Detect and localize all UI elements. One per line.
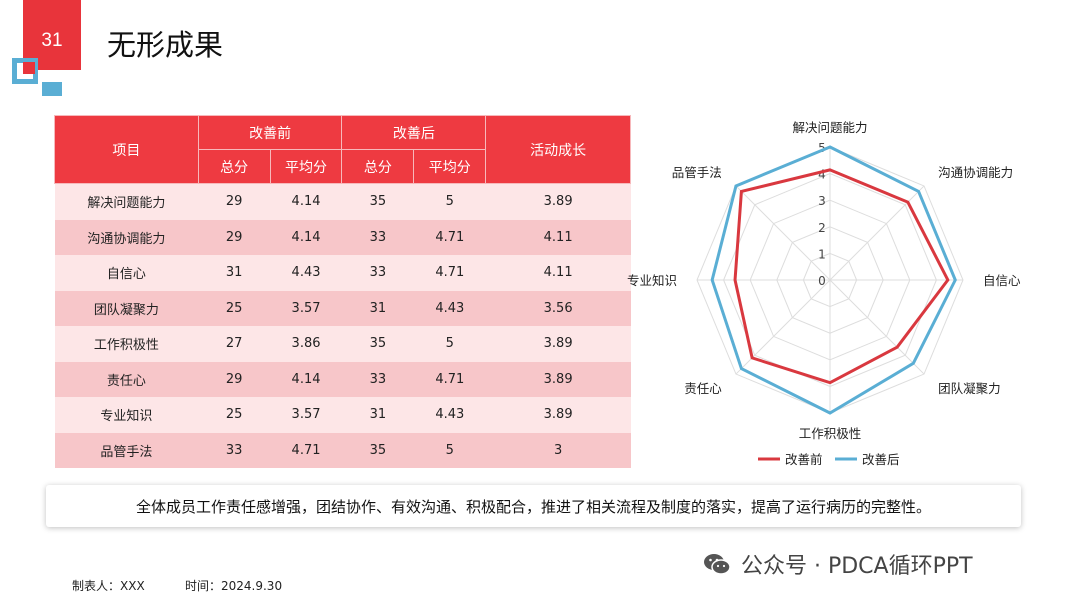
category-label: 沟通协调能力	[938, 165, 1013, 180]
table-row: 专业知识 25 3.57 31 4.43 3.89	[54, 397, 631, 433]
tick-label: 0	[818, 274, 826, 288]
header-growth: 活动成长	[485, 115, 631, 184]
cell-growth: 4.11	[485, 255, 631, 291]
cell-after-avg: 4.71	[413, 255, 486, 291]
watermark-text: 公众号 · PDCA循环PPT	[741, 554, 973, 579]
summary-text: 全体成员工作责任感增强，团结协作、有效沟通、积极配合，推进了相关流程及制度的落实…	[135, 497, 931, 516]
cell-after-avg: 4.43	[413, 290, 486, 326]
header-before: 改善前	[197, 115, 343, 150]
table-row: 工作积极性 27 3.86 35 5 3.89	[54, 326, 631, 362]
cell-after-avg: 5	[413, 183, 486, 220]
legend-label: 改善前	[785, 452, 823, 467]
cell-after-total: 33	[341, 255, 414, 291]
decor-square-blue	[42, 82, 62, 96]
table-row: 沟通协调能力 29 4.14 33 4.71 4.11	[54, 219, 631, 255]
category-label: 自信心	[983, 273, 1021, 288]
cell-before-avg: 3.57	[270, 290, 342, 326]
slide-number: 31	[41, 30, 63, 51]
tick-label: 4	[818, 168, 826, 182]
cell-before-avg: 4.14	[270, 183, 342, 220]
header-after-avg: 平均分	[413, 149, 487, 184]
cell-after-total: 33	[341, 361, 414, 397]
cell-item: 解决问题能力	[54, 183, 199, 220]
category-label: 品管手法	[672, 165, 722, 180]
cell-item: 专业知识	[54, 397, 199, 433]
header-before-total: 总分	[197, 149, 271, 184]
category-label: 工作积极性	[799, 426, 862, 441]
header-item: 项目	[54, 115, 199, 184]
cell-after-avg: 5	[413, 432, 486, 468]
table-row: 团队凝聚力 25 3.57 31 4.43 3.56	[54, 290, 631, 326]
cell-after-avg: 4.71	[413, 361, 486, 397]
decor-square-red	[23, 62, 35, 74]
grid-spoke	[735, 185, 831, 281]
cell-growth: 3.89	[485, 361, 631, 397]
cell-growth: 3.89	[485, 397, 631, 433]
cell-before-avg: 4.71	[270, 432, 342, 468]
cell-growth: 3.89	[485, 326, 631, 362]
tick-label: 2	[818, 221, 826, 235]
table-row: 自信心 31 4.43 33 4.71 4.11	[54, 255, 631, 291]
cell-before-total: 25	[198, 397, 271, 433]
cell-before-avg: 4.43	[270, 255, 342, 291]
cell-item: 沟通协调能力	[54, 219, 199, 255]
table-row: 解决问题能力 29 4.14 35 5 3.89	[54, 183, 631, 220]
cell-after-avg: 5	[413, 326, 486, 362]
cell-after-total: 33	[341, 219, 414, 255]
cell-before-avg: 4.14	[270, 361, 342, 397]
cell-after-total: 35	[341, 432, 414, 468]
series-line	[710, 145, 957, 415]
wechat-icon	[704, 554, 731, 575]
cell-before-total: 29	[198, 219, 271, 255]
cell-before-avg: 4.14	[270, 219, 342, 255]
category-label: 团队凝聚力	[938, 381, 1001, 396]
cell-after-total: 31	[341, 397, 414, 433]
table-row: 品管手法 33 4.71 35 5 3	[54, 432, 631, 468]
header-before-avg: 平均分	[269, 149, 343, 184]
tick-label: 1	[818, 247, 826, 261]
cell-before-total: 33	[198, 432, 271, 468]
cell-before-total: 29	[198, 361, 271, 397]
grid-spoke	[829, 279, 925, 375]
results-table: 项目 改善前 改善后 活动成长 总分 平均分 总分 平均分 解决问题能力 29 …	[54, 115, 631, 468]
header-after: 改善后	[341, 115, 487, 150]
cell-after-avg: 4.43	[413, 397, 486, 433]
cell-item: 自信心	[54, 255, 199, 291]
series-line	[733, 168, 950, 385]
footer-time: 时间：2024.9.30	[185, 579, 283, 593]
legend-label: 改善后	[862, 452, 900, 467]
cell-after-avg: 4.71	[413, 219, 486, 255]
category-label: 解决问题能力	[792, 120, 867, 135]
table-row: 责任心 29 4.14 33 4.71 3.89	[54, 361, 631, 397]
cell-after-total: 35	[341, 326, 414, 362]
cell-item: 品管手法	[54, 432, 199, 468]
summary-box: 全体成员工作责任感增强，团结协作、有效沟通、积极配合，推进了相关流程及制度的落实…	[46, 485, 1021, 527]
cell-item: 责任心	[54, 361, 199, 397]
tick-label: 5	[818, 141, 826, 155]
decor-square-outline	[12, 58, 38, 84]
cell-before-avg: 3.86	[270, 326, 342, 362]
tick-label: 3	[818, 194, 826, 208]
header-after-total: 总分	[341, 149, 415, 184]
cell-item: 团队凝聚力	[54, 290, 199, 326]
cell-before-total: 25	[198, 290, 271, 326]
cell-after-total: 35	[341, 183, 414, 220]
cell-before-total: 31	[198, 255, 271, 291]
cell-after-total: 31	[341, 290, 414, 326]
category-label: 责任心	[684, 381, 722, 396]
cell-item: 工作积极性	[54, 326, 199, 362]
cell-before-total: 29	[198, 183, 271, 220]
page-title: 无形成果	[107, 28, 224, 62]
cell-growth: 4.11	[485, 219, 631, 255]
category-label: 专业知识	[627, 273, 677, 288]
wechat-watermark: 公众号 · PDCA循环PPT	[703, 548, 973, 580]
footer-maker: 制表人：XXX	[72, 579, 145, 593]
cell-before-total: 27	[198, 326, 271, 362]
cell-growth: 3.56	[485, 290, 631, 326]
cell-before-avg: 3.57	[270, 397, 342, 433]
cell-growth: 3.89	[485, 183, 631, 220]
cell-growth: 3	[485, 432, 631, 468]
